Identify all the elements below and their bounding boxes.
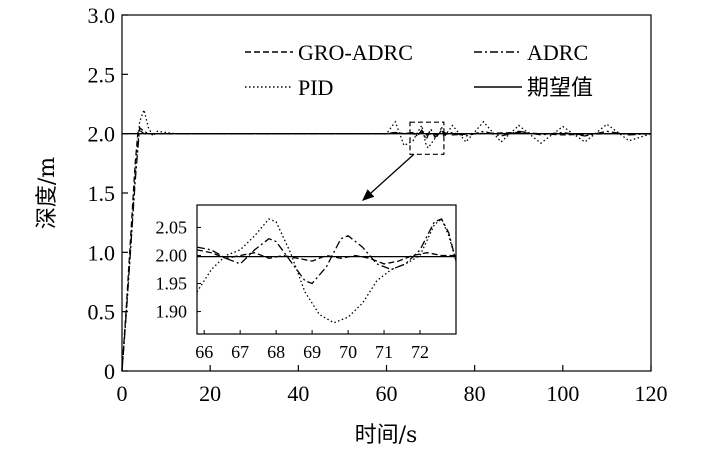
x-tick-label: 20: [199, 381, 221, 406]
series-line-pid: [121, 107, 652, 372]
inset-background: [197, 205, 456, 334]
x-tick-label: 60: [376, 381, 398, 406]
zoom-region-box: [409, 121, 445, 155]
y-axis-title: 深度/m: [35, 157, 60, 229]
y-tick-label: 1.0: [88, 240, 116, 265]
inset-ticks-group: 66 67 68 69 70 71 72 1.90 1.95 2.00 2.05: [156, 217, 430, 362]
inset-series-group: [196, 217, 457, 324]
inset-series-line-pid: [196, 217, 457, 324]
inset-frame: [196, 204, 457, 335]
inset-y-tick-label: 1.90: [156, 302, 188, 322]
x-tick-label: 100: [546, 381, 579, 406]
y-tick-label: 0: [104, 359, 115, 384]
inset-y-tick-label: 2.05: [156, 217, 188, 237]
x-tick-label: 80: [464, 381, 486, 406]
inset-x-tick-label: 67: [231, 342, 249, 362]
zoom-arrow-head: [362, 189, 375, 201]
x-axis-title: 时间/s: [355, 423, 418, 448]
inset-x-tick-label: 71: [375, 342, 393, 362]
inset-x-tick-label: 68: [267, 342, 285, 362]
y-tick-label: 2.0: [88, 122, 116, 147]
legend-label-adrc: ADRC: [527, 40, 588, 65]
inset-y-tick-label: 1.95: [156, 274, 188, 294]
x-tick-label: 40: [287, 381, 309, 406]
y-tick-label: 2.5: [88, 62, 116, 87]
inset-x-tick-label: 72: [411, 342, 429, 362]
y-tick-label: 1.5: [88, 181, 116, 206]
legend-label-pid: PID: [298, 75, 333, 100]
legend-label-gro-adrc: GRO-ADRC: [298, 40, 413, 65]
inset-series-line-adrc: [196, 218, 457, 285]
legend-label-setpoint: 期望值: [527, 75, 593, 100]
inset-x-tick-label: 66: [195, 342, 213, 362]
zoom-arrow: [370, 153, 415, 194]
main-series-group: [121, 107, 652, 372]
x-tick-label: 0: [117, 381, 128, 406]
main-ticks-group: 0 20 40 60 80 100 120 0 0.5 1.0 1.5 2.0 2.5 3.0: [88, 3, 668, 406]
y-tick-label: 0.5: [88, 300, 116, 325]
inset-x-tick-label: 70: [339, 342, 357, 362]
inset-x-tick-label: 69: [303, 342, 321, 362]
legend: GRO-ADRC ADRC PID 期望值: [245, 40, 593, 100]
inset-y-tick-label: 2.00: [156, 245, 188, 265]
x-tick-label: 120: [635, 381, 668, 406]
y-tick-label: 3.0: [88, 3, 116, 28]
